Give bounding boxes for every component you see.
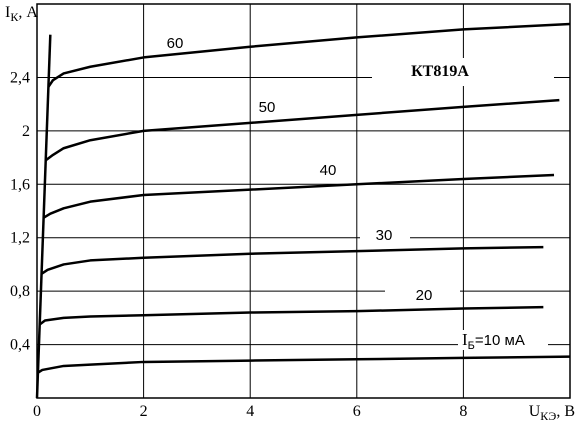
- curve-label: 40: [320, 162, 337, 179]
- y-tick-label: 2: [22, 123, 30, 140]
- label-main: I: [462, 330, 468, 349]
- label-bg: [458, 330, 548, 350]
- label-sub: Б: [468, 340, 475, 352]
- y-tick-label: 1,6: [10, 176, 30, 193]
- label-rest: =10 мА: [475, 332, 525, 349]
- annotation-box: [372, 58, 554, 86]
- axis-label: IК, А: [5, 4, 38, 24]
- axis-label: UКЭ, В: [529, 403, 575, 423]
- y-tick-label: 2,4: [10, 69, 30, 86]
- curve: [43, 173, 555, 219]
- curve-label: 60: [167, 35, 184, 52]
- plot-frame: [36, 3, 571, 399]
- label-main: I: [5, 4, 10, 21]
- curve-label: 50: [259, 99, 276, 116]
- label-rest: , В: [556, 403, 575, 420]
- x-tick-label: 6: [353, 403, 361, 420]
- label-sub: К: [10, 10, 19, 24]
- label-rest: , А: [18, 4, 38, 21]
- curve: [47, 22, 571, 88]
- label-main: U: [529, 403, 541, 420]
- curve: [40, 245, 544, 275]
- x-tick-label: 2: [140, 403, 148, 420]
- y-tick-label: 0,4: [10, 337, 30, 354]
- curve-label: IБ=10 мА: [462, 330, 525, 352]
- curve: [35, 34, 52, 399]
- label-bg: [310, 162, 350, 182]
- curve: [45, 98, 560, 162]
- x-tick-label: 4: [246, 403, 254, 420]
- curve-label: 30: [376, 227, 393, 244]
- label-bg: [360, 228, 410, 248]
- curve-label: 20: [416, 287, 433, 304]
- label-sub: КЭ: [540, 409, 556, 423]
- y-tick-label: 0,8: [10, 283, 30, 300]
- x-tick-label: 8: [459, 403, 467, 420]
- device-label: КТ819А: [411, 63, 469, 80]
- label-bg: [385, 286, 460, 306]
- x-tick-label: 0: [33, 403, 41, 420]
- curve: [38, 305, 544, 326]
- curve: [37, 355, 571, 374]
- y-tick-label: 1,2: [10, 230, 30, 247]
